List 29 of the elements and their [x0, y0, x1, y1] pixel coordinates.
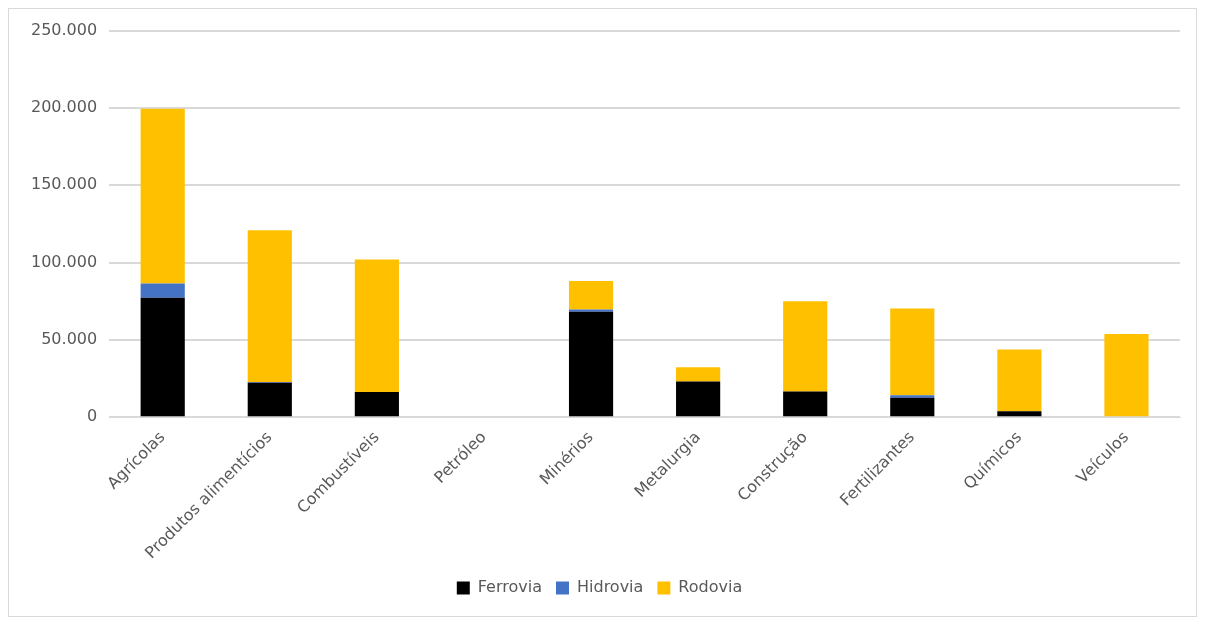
bar [676, 381, 721, 417]
legend-label: Rodovia [678, 577, 743, 597]
bar [140, 283, 185, 298]
y-tick-label: 100.000 [30, 251, 98, 271]
bar [1104, 333, 1149, 417]
legend-label: Ferrovia [477, 577, 542, 597]
bar [890, 395, 935, 398]
bar [568, 280, 614, 310]
bar [997, 411, 1042, 417]
bar [568, 309, 614, 312]
bar [140, 297, 185, 417]
bar [676, 367, 721, 382]
y-tick-label: 150.000 [30, 174, 98, 194]
y-tick-label: 50.000 [41, 328, 98, 348]
bar [890, 308, 935, 396]
bar [568, 311, 614, 417]
bar [890, 397, 935, 417]
y-tick-label: 200.000 [30, 97, 98, 117]
bar [247, 230, 292, 383]
bar [997, 349, 1042, 412]
bar [140, 108, 185, 284]
bar [783, 391, 828, 417]
bar [783, 301, 828, 392]
y-tick-label: 250.000 [30, 19, 98, 39]
legend-label: Hidrovia [576, 577, 644, 597]
bar [247, 382, 292, 417]
bar [354, 259, 399, 392]
y-tick-label: 0 [86, 406, 98, 426]
bar [354, 391, 399, 417]
